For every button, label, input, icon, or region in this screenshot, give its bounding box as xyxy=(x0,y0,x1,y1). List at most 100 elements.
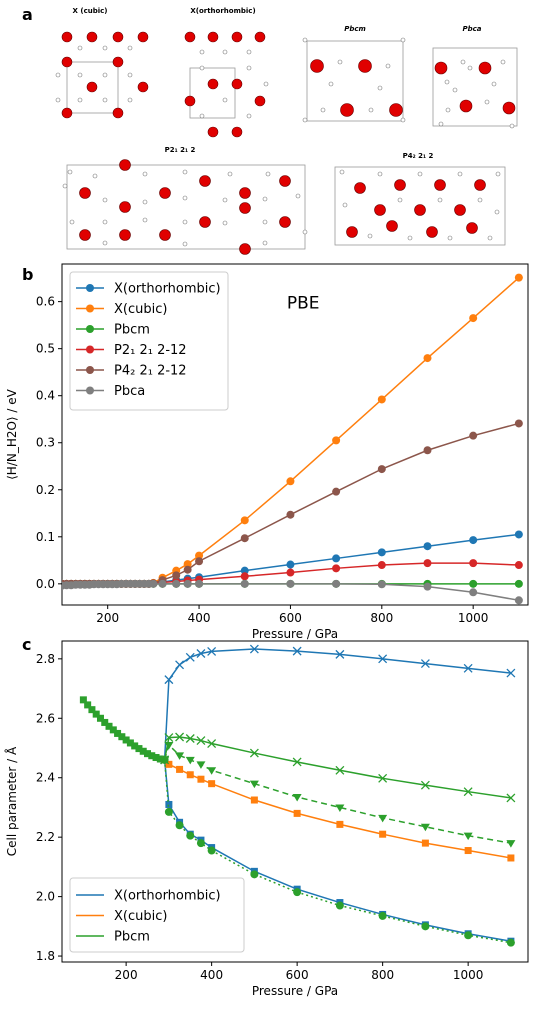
data-point xyxy=(207,646,217,656)
data-point xyxy=(463,832,473,841)
data-point xyxy=(195,579,204,588)
data-point xyxy=(185,734,195,743)
data-point xyxy=(172,571,181,580)
legend-item-x-cubic: X(cubic) xyxy=(76,302,167,317)
data-point xyxy=(175,821,184,830)
data-point xyxy=(293,809,301,817)
data-point xyxy=(469,559,478,568)
structure-p21212 xyxy=(62,159,308,255)
x-tick-label: 600 xyxy=(279,611,302,625)
data-point xyxy=(148,752,156,760)
legend-item-pbcm: Pbcm xyxy=(76,323,150,338)
data-point xyxy=(506,668,516,678)
data-point xyxy=(172,579,181,588)
y-axis-label: Cell parameter / Å xyxy=(4,746,19,856)
data-point xyxy=(335,649,345,659)
data-point xyxy=(286,568,295,577)
data-point xyxy=(105,722,113,730)
data-point xyxy=(240,579,249,588)
structure-pbca xyxy=(432,47,518,129)
legend-label: Pbca xyxy=(114,384,145,399)
data-point xyxy=(250,870,259,879)
data-point xyxy=(185,652,195,662)
structure-x-orthorhombic xyxy=(184,31,269,138)
series-pbcm-c xyxy=(160,755,515,947)
panel-a-structures: X (cubic) X(orthorhombic) xyxy=(55,7,518,255)
data-point xyxy=(423,582,432,591)
y-tick-label: 0.5 xyxy=(36,342,55,356)
legend-marker xyxy=(86,304,94,313)
series-line xyxy=(163,648,511,760)
data-point xyxy=(377,561,386,570)
data-point xyxy=(84,701,92,709)
y-tick-label: 0.6 xyxy=(36,295,55,309)
data-point xyxy=(335,765,345,775)
legend-marker xyxy=(86,325,94,333)
data-point xyxy=(335,901,344,910)
y-tick-label: 2.0 xyxy=(36,890,55,904)
structure-title-p21212: P2₁ 2₁ 2 xyxy=(165,146,196,154)
data-point xyxy=(463,787,473,797)
data-point xyxy=(377,580,386,589)
data-point xyxy=(156,755,164,763)
data-point xyxy=(207,846,216,855)
data-point xyxy=(421,839,429,847)
data-point xyxy=(196,839,205,848)
x-tick-label: 800 xyxy=(370,611,393,625)
data-point xyxy=(195,557,204,566)
data-point xyxy=(420,823,430,832)
chart-c-cell-parameter: 200 400 600 800 1000 1.8 2.0 2.2 2.4 2.6 2.8 Pressu… xyxy=(4,640,529,998)
x-axis-label: Pressure / GPa xyxy=(252,627,338,641)
data-point xyxy=(423,542,432,551)
y-axis-label: ⟨H/N_H2O⟩ / eV xyxy=(5,388,19,480)
legend-frame xyxy=(69,271,229,411)
data-point xyxy=(514,273,523,282)
data-point xyxy=(377,548,386,557)
data-point xyxy=(240,566,249,575)
plot-area xyxy=(62,273,523,605)
data-point xyxy=(286,579,295,588)
data-point xyxy=(240,534,249,543)
data-point xyxy=(507,854,515,862)
data-point xyxy=(469,431,478,440)
data-point xyxy=(164,807,173,816)
data-point xyxy=(92,710,100,718)
data-point xyxy=(186,771,194,779)
series-pbca xyxy=(62,579,523,605)
x-tick-label: 600 xyxy=(286,968,309,982)
legend-label: X(orthorhombic) xyxy=(114,889,221,904)
legend-marker xyxy=(86,386,94,395)
data-point xyxy=(207,739,217,749)
series-shared-low-pressure xyxy=(79,696,169,764)
data-point xyxy=(514,419,523,428)
chart-annotation: PBE xyxy=(287,294,320,314)
data-point xyxy=(469,579,478,588)
legend-item-p2-2-2-12: P2₁ 2₁ 2-12 xyxy=(76,343,187,358)
data-point xyxy=(378,814,388,823)
legend-label: Pbcm xyxy=(114,323,150,338)
data-point xyxy=(207,767,217,775)
data-point xyxy=(514,579,523,588)
data-point xyxy=(423,559,432,568)
y-tick-label: 0.0 xyxy=(36,577,55,591)
legend-frame xyxy=(69,877,245,953)
y-tick-label: 2.6 xyxy=(36,711,55,725)
data-point xyxy=(135,745,143,753)
data-point xyxy=(506,793,516,803)
data-point xyxy=(421,922,430,931)
data-point xyxy=(420,659,430,669)
structure-title-x-orthorhombic: X(orthorhombic) xyxy=(190,7,255,15)
y-tick-label: 2.2 xyxy=(36,830,55,844)
data-point xyxy=(208,780,216,788)
data-point xyxy=(423,446,432,455)
series-line xyxy=(82,699,165,761)
data-point xyxy=(249,748,259,758)
data-point xyxy=(377,395,386,404)
data-point xyxy=(469,314,478,323)
data-point xyxy=(332,436,341,445)
data-point xyxy=(286,510,295,519)
data-point xyxy=(175,660,185,670)
chart-b-enthalpy: 200 400 600 800 1000 0.0 0.1 0.2 0.3 0.4 0.5 0.6 Pre… xyxy=(5,263,529,641)
legend-marker xyxy=(86,345,94,354)
